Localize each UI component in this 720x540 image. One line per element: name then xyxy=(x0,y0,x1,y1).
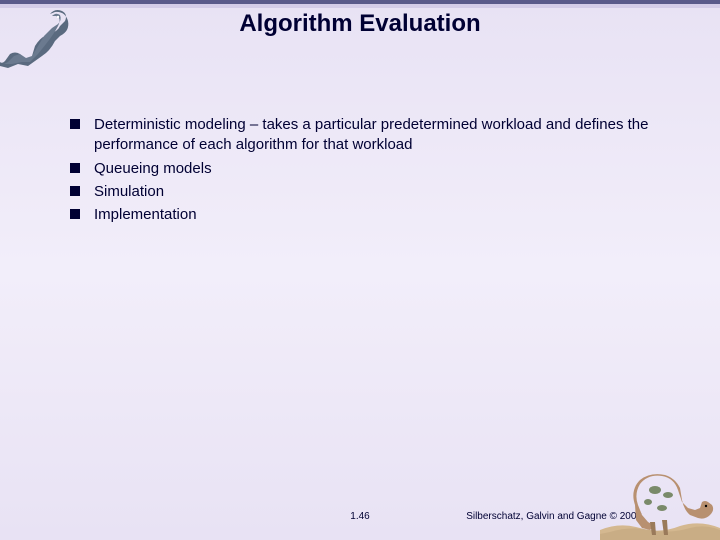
top-stripe-light xyxy=(0,4,720,8)
list-item: Queueing models xyxy=(70,159,680,179)
bullet-list: Deterministic modeling – takes a particu… xyxy=(70,115,680,225)
list-item: Deterministic modeling – takes a particu… xyxy=(70,115,680,156)
list-item: Simulation xyxy=(70,182,680,202)
slide-title: Algorithm Evaluation xyxy=(0,10,720,38)
content-area: Deterministic modeling – takes a particu… xyxy=(70,115,680,228)
slide: Algorithm Evaluation Deterministic model… xyxy=(0,0,720,540)
list-item: Implementation xyxy=(70,205,680,225)
dinosaur-bottom-icon xyxy=(620,460,720,540)
